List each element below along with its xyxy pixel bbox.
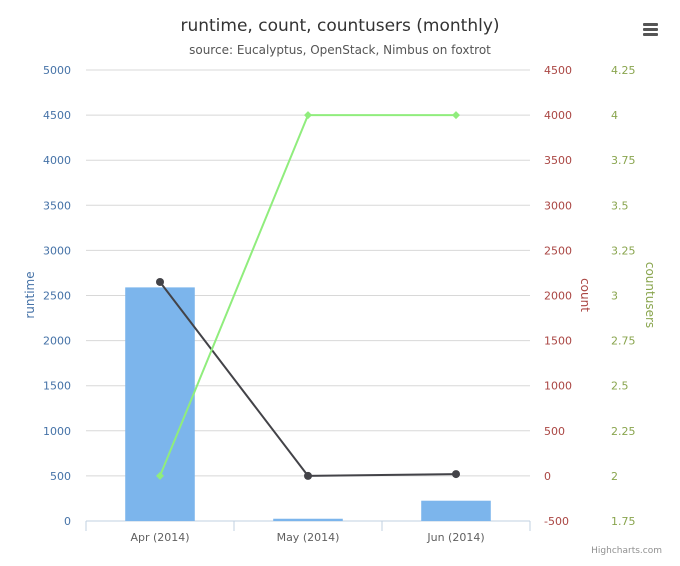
y-tick-label-runtime: 1000 [43,425,71,438]
y-tick-label-count: 3000 [544,199,572,212]
y-tick-label-countusers: 3.25 [611,244,636,257]
y-tick-label-count: 2500 [544,244,572,257]
x-tick-label: Jun (2014) [426,531,484,544]
bar-runtime [421,500,491,521]
point-countusers [452,111,460,120]
bar-runtime [273,518,343,521]
y-tick-label-count: 4000 [544,109,572,122]
point-count [452,470,460,479]
y-tick-label-count: 2000 [544,290,572,303]
y-tick-label-countusers: 2.25 [611,425,636,438]
y-tick-label-countusers: 4.25 [611,64,636,77]
y-tick-label-runtime: 4500 [43,109,71,122]
chart-title: runtime, count, countusers (monthly) [180,16,500,36]
hamburger-menu-icon[interactable] [640,20,662,38]
y-tick-label-countusers: 1.75 [611,515,636,528]
credits-link[interactable]: Highcharts.com [591,546,662,556]
y-tick-label-countusers: 3.5 [611,199,629,212]
y-tick-label-countusers: 2.5 [611,380,629,393]
point-count [304,471,312,480]
point-countusers [304,111,312,120]
y-tick-label-runtime: 2500 [43,290,71,303]
chart-subtitle: source: Eucalyptus, OpenStack, Nimbus on… [189,43,491,57]
point-countusers [156,471,164,480]
y-axis-title-countusers: countusers [643,261,657,329]
y-axis-title-count: count [578,278,592,312]
y-tick-label-count: 1000 [544,380,572,393]
y-tick-label-countusers: 3 [611,290,618,303]
y-tick-label-runtime: 1500 [43,380,71,393]
y-tick-label-runtime: 0 [64,515,71,528]
y-tick-label-count: 1500 [544,335,572,348]
line-count [159,281,457,477]
y-tick-label-count: 4500 [544,64,572,77]
y-tick-label-count: -500 [544,515,569,528]
y-tick-label-count: 0 [544,470,551,483]
y-axis-title-runtime: runtime [23,271,37,319]
y-tick-label-runtime: 500 [50,470,71,483]
y-tick-label-runtime: 3000 [43,244,71,257]
x-tick-label: Apr (2014) [130,531,189,544]
y-tick-label-runtime: 3500 [43,199,71,212]
y-tick-label-runtime: 2000 [43,335,71,348]
x-tick-label: May (2014) [277,531,340,544]
y-tick-label-countusers: 2 [611,470,618,483]
point-count [156,277,164,286]
y-tick-label-countusers: 2.75 [611,335,636,348]
y-tick-label-runtime: 5000 [43,64,71,77]
y-tick-label-count: 3500 [544,154,572,167]
bar-runtime [125,287,195,521]
y-tick-label-countusers: 3.75 [611,154,636,167]
y-tick-label-runtime: 4000 [43,154,71,167]
y-tick-label-count: 500 [544,425,565,438]
y-tick-label-countusers: 4 [611,109,618,122]
